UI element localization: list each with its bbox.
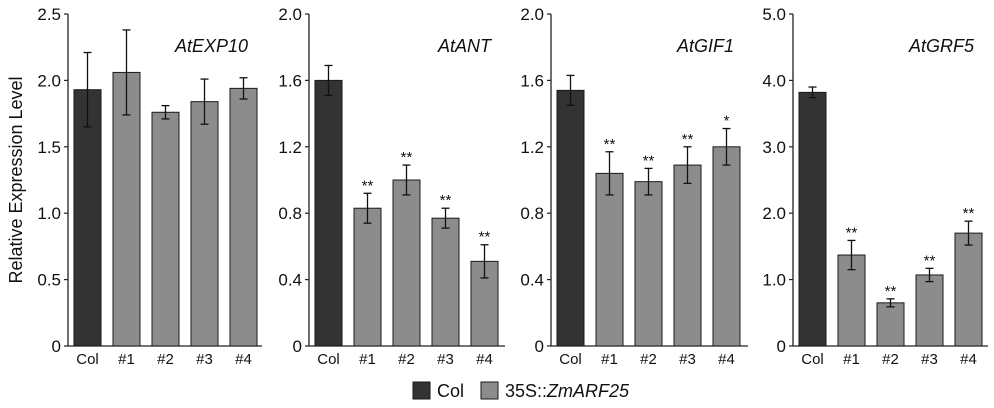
bar-col <box>73 89 102 347</box>
bar-col <box>556 89 585 347</box>
y-tick-label: 2.0 <box>278 5 302 24</box>
bar-line-3 <box>431 217 460 347</box>
bar-line-1 <box>353 207 382 347</box>
y-tick-label: 2.0 <box>37 71 61 90</box>
panel-2: 0 0.4 0.8 1.2 1.6 2.0 AtANT Col ** #1 ** #2 ** #3 ** #4 <box>278 5 505 368</box>
bar-line-1 <box>595 172 624 347</box>
y-tick-label: 2.0 <box>762 204 786 223</box>
panel-title: AtANT <box>437 36 493 56</box>
y-tick-label: 0 <box>52 337 61 356</box>
y-tick-label: 2.0 <box>520 5 544 24</box>
significance-mark: ** <box>846 224 858 241</box>
significance-mark: ** <box>479 229 491 246</box>
category-label: #4 <box>960 351 977 368</box>
chart-panels: 0 0.5 1.0 1.5 2.0 2.5 AtEXP10 Col #1 #2 #3 #4 0 0.4 0.… <box>37 5 988 368</box>
bar-line-3 <box>915 274 944 347</box>
y-tick-label: 0.4 <box>278 271 302 290</box>
bar-col <box>798 91 827 347</box>
legend: Col 35S::ZmARF25 <box>412 381 630 401</box>
y-tick-label: 1.2 <box>520 138 544 157</box>
category-label: #3 <box>921 351 938 368</box>
significance-mark: ** <box>604 136 616 153</box>
y-tick-label: 0 <box>777 337 786 356</box>
category-label: #2 <box>157 351 174 368</box>
legend-label-name: Col <box>437 381 464 401</box>
panel-title: AtEXP10 <box>174 36 248 56</box>
category-label: #3 <box>196 351 213 368</box>
bar-line-2 <box>634 181 663 347</box>
category-label: Col <box>801 351 824 368</box>
category-label: #3 <box>679 351 696 368</box>
category-label: #4 <box>718 351 735 368</box>
panel-3: 0 0.4 0.8 1.2 1.6 2.0 AtGIF1 Col ** #1 ** #2 ** #3 * #4 <box>520 5 748 368</box>
legend-swatch <box>480 381 499 400</box>
y-tick-label: 4.0 <box>762 71 786 90</box>
significance-mark: ** <box>682 131 694 148</box>
bar-col <box>314 79 343 347</box>
significance-mark: * <box>724 113 730 130</box>
y-tick-label: 0 <box>535 337 544 356</box>
y-tick-label: 0.5 <box>37 271 61 290</box>
panel-title: AtGIF1 <box>676 36 734 56</box>
category-label: #2 <box>398 351 415 368</box>
legend-label-name: ZmARF25 <box>546 381 630 401</box>
category-label: #2 <box>640 351 657 368</box>
category-label: #2 <box>882 351 899 368</box>
significance-mark: ** <box>643 152 655 169</box>
bar-line-3 <box>190 101 219 347</box>
bar-line-2 <box>876 302 905 347</box>
category-label: #4 <box>476 351 493 368</box>
category-label: Col <box>76 351 99 368</box>
bar-line-3 <box>673 164 702 347</box>
bar-line-2 <box>151 111 180 347</box>
category-label: #1 <box>359 351 376 368</box>
significance-mark: ** <box>362 177 374 194</box>
y-tick-label: 0 <box>293 337 302 356</box>
bar-line-4 <box>229 87 258 347</box>
category-label: Col <box>317 351 340 368</box>
y-tick-label: 5.0 <box>762 5 786 24</box>
y-tick-label: 2.5 <box>37 5 61 24</box>
category-label: #1 <box>118 351 135 368</box>
y-tick-label: 1.6 <box>520 71 544 90</box>
y-axis-label: Relative Expression Level <box>6 76 26 283</box>
bar-line-1 <box>112 71 141 347</box>
legend-label: 35S::ZmARF25 <box>505 381 630 401</box>
legend-label-prefix: 35S:: <box>505 381 547 401</box>
category-label: #1 <box>843 351 860 368</box>
legend-label: Col <box>437 381 464 401</box>
legend-swatch <box>412 381 431 400</box>
significance-mark: ** <box>401 149 413 166</box>
panel-title: AtGRF5 <box>908 36 975 56</box>
y-tick-label: 1.6 <box>278 71 302 90</box>
y-tick-label: 0.8 <box>278 204 302 223</box>
category-label: #1 <box>601 351 618 368</box>
bar-line-4 <box>954 232 983 347</box>
y-tick-label: 1.2 <box>278 138 302 157</box>
significance-mark: ** <box>963 205 975 222</box>
panel-1: 0 0.5 1.0 1.5 2.0 2.5 AtEXP10 Col #1 #2 #3 #4 <box>37 5 262 368</box>
y-tick-label: 1.0 <box>37 204 61 223</box>
significance-mark: ** <box>924 252 936 269</box>
bar-line-2 <box>392 179 421 347</box>
y-tick-label: 0.8 <box>520 204 544 223</box>
y-tick-label: 3.0 <box>762 138 786 157</box>
y-tick-label: 0.4 <box>520 271 544 290</box>
category-label: #4 <box>235 351 252 368</box>
y-tick-label: 1.5 <box>37 138 61 157</box>
category-label: Col <box>559 351 582 368</box>
y-tick-label: 1.0 <box>762 271 786 290</box>
bar-line-4 <box>712 146 741 347</box>
category-label: #3 <box>437 351 454 368</box>
significance-mark: ** <box>440 192 452 209</box>
significance-mark: ** <box>885 283 897 300</box>
panel-4: 0 1.0 2.0 3.0 4.0 5.0 AtGRF5 Col ** #1 ** #2 ** #3 ** #… <box>762 5 988 368</box>
